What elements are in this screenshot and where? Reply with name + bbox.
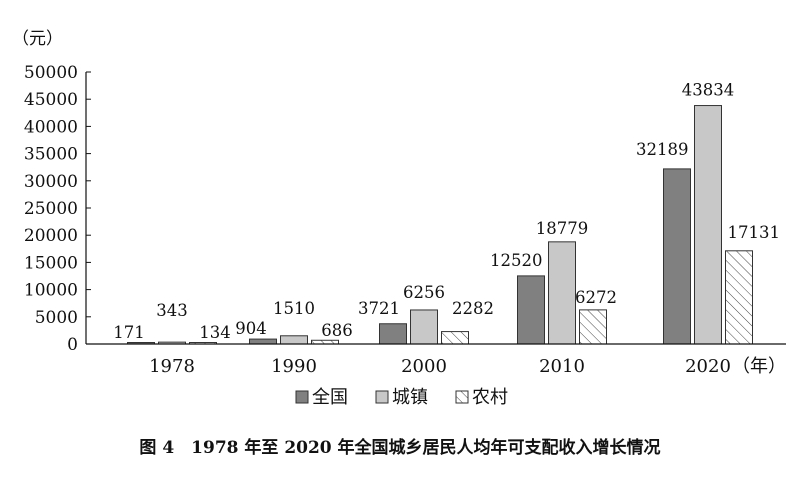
data-label: 134: [199, 323, 231, 342]
y-tick-label: 30000: [24, 172, 78, 192]
bar-2000-series-1: [410, 309, 438, 345]
x-tick-label: 2020: [685, 356, 731, 377]
data-label: 43834: [682, 81, 735, 100]
bar-1990-series-0: [249, 338, 277, 345]
x-axis: 1978 1990 2000 2010 2020 （年）: [86, 343, 786, 377]
y-axis: 0 5000 10000 15000 20000 25000 30000 35000 40000…: [24, 63, 91, 355]
bar-2020-series-2: [725, 250, 753, 345]
figure-caption: 图 4 1978 年至 2020 年全国城乡居民人均年可支配收入增长情况: [139, 437, 660, 458]
bar-1990-series-1: [280, 335, 308, 345]
data-label: 18779: [536, 219, 589, 238]
bar-2010-series-2: [579, 309, 607, 345]
x-tick-label: 1990: [271, 356, 317, 377]
data-label: 32189: [636, 140, 689, 159]
y-tick-label: 35000: [24, 145, 78, 165]
bar-2010-series-1: [548, 241, 576, 345]
data-label: 12520: [490, 251, 543, 270]
y-tick-label: 15000: [24, 253, 78, 273]
data-label: 171: [113, 323, 145, 342]
data-label: 343: [156, 301, 188, 320]
bar-2010-series-0: [517, 275, 545, 345]
y-tick-label: 25000: [24, 199, 78, 219]
legend-swatch-1: [375, 390, 389, 404]
y-tick-label: 5000: [35, 308, 78, 328]
data-label: 904: [235, 319, 267, 338]
data-label: 3721: [358, 299, 400, 318]
legend: 全国 城镇 农村: [295, 387, 508, 408]
x-tick-label: 2000: [401, 356, 447, 377]
legend-swatch-0: [295, 390, 309, 404]
data-label: 17131: [728, 223, 781, 242]
y-tick-label: 20000: [24, 226, 78, 246]
bar-2000-series-0: [379, 323, 407, 345]
bar-2020-series-0: [663, 168, 691, 345]
data-label: 6272: [575, 288, 617, 307]
bar-2020-series-1: [694, 105, 722, 345]
data-label: 6256: [403, 283, 445, 302]
legend-label-2: 农村: [472, 387, 508, 408]
y-tick-label: 0: [67, 335, 78, 355]
data-label: 1510: [273, 299, 315, 318]
legend-label-1: 城镇: [392, 387, 428, 408]
bar-2000-series-2: [441, 331, 469, 345]
x-tick-label: 1978: [149, 356, 195, 377]
y-tick-label: 45000: [24, 90, 78, 110]
legend-swatch-2: [455, 390, 469, 404]
x-tick-label: 2010: [539, 356, 585, 377]
x-unit-label: （年）: [732, 356, 786, 377]
legend-label-0: 全国: [312, 387, 348, 408]
data-label: 686: [321, 321, 353, 340]
y-tick-label: 10000: [24, 281, 78, 301]
y-tick-label: 50000: [24, 63, 78, 83]
y-tick-label: 40000: [24, 117, 78, 137]
data-labels: 171 904 3721 12520 32189 343 1510 6256 18779 4383…: [113, 81, 780, 342]
y-unit-label: （元）: [12, 29, 63, 49]
data-label: 2282: [452, 299, 494, 318]
